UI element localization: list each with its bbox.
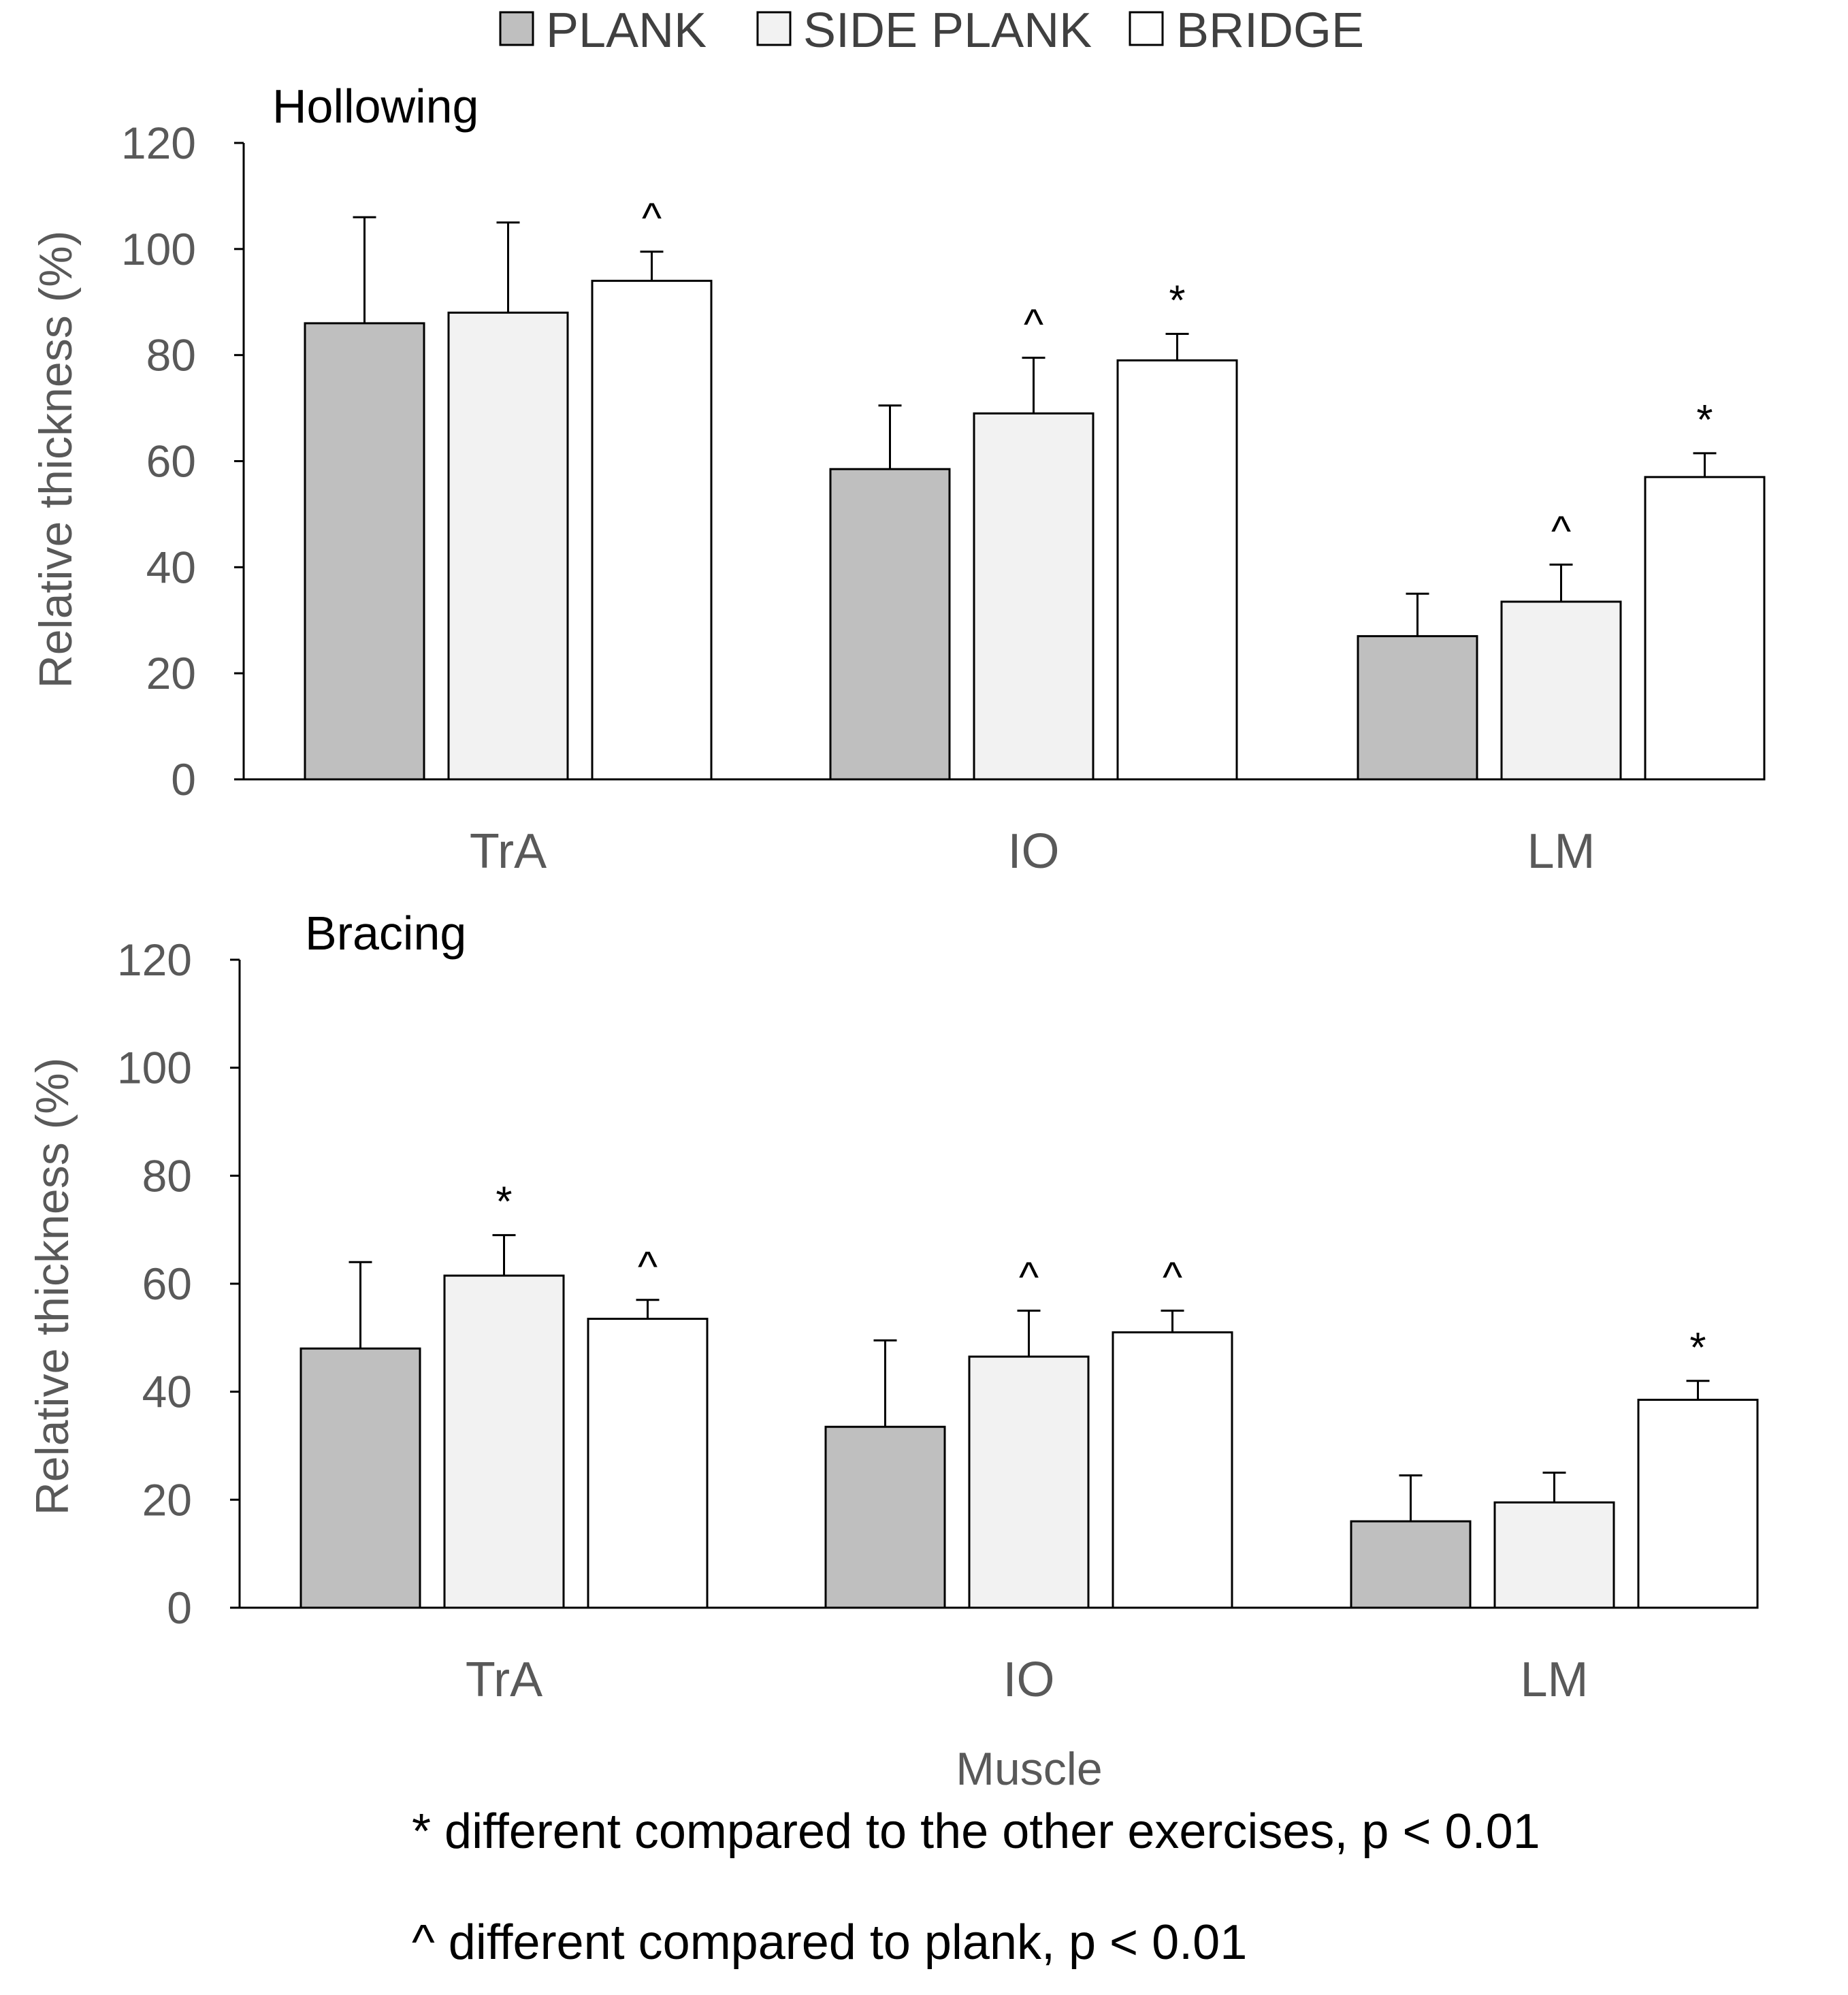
bar-hollowing-tra-bridge [591,280,713,781]
hollowing-panel: Hollowing Relative thickness (%) 0 20 40 60… [30,80,1766,879]
legend: PLANK SIDE PLANK BRIDGE [499,3,1364,58]
y-tick-label-0: 0 [167,1583,192,1633]
bar-bracing-lm-bridge [1637,1399,1759,1609]
bar-bracing-io-plank [824,1425,946,1609]
bar-bracing-tra-bridge [587,1318,709,1609]
x-axis-title: Muscle [956,1743,1102,1795]
y-tick-label-20: 20 [146,648,196,698]
y-tick-label-60: 60 [142,1259,192,1309]
bar-bracing-lm-side-plank [1493,1501,1615,1609]
significance-mark-hollowing-tra-bridge: ^ [642,195,662,242]
significance-mark-bracing-tra-side-plank: * [496,1179,512,1226]
significance-mark-bracing-io-side-plank: ^ [1019,1254,1039,1301]
significance-mark-bracing-lm-bridge: * [1689,1325,1706,1372]
significance-mark-hollowing-io-bridge: * [1169,278,1185,325]
category-label-tra: TrA [470,824,547,879]
y-tick-label-100: 100 [117,1043,192,1093]
category-label-tra: TrA [466,1653,542,1707]
legend-label-side-plank: SIDE PLANK [803,3,1092,58]
legend-item-plank: PLANK [499,3,707,58]
bar-bracing-tra-side-plank [443,1274,565,1609]
x-axis-hollowing: TrA IO LM [244,778,1715,879]
bar-hollowing-tra-side-plank [447,311,569,781]
panel-title-hollowing: Hollowing [272,80,479,133]
y-tick-label-120: 120 [121,118,196,168]
bars-hollowing: ^ ^ ^ * * [304,195,1766,781]
legend-item-bridge: BRIDGE [1129,3,1364,58]
y-axis-bracing: 0 20 40 60 80 100 120 [117,935,241,1633]
bar-bracing-lm-plank [1350,1520,1472,1609]
y-tick-label-40: 40 [146,542,196,592]
y-tick-label-120: 120 [117,935,192,985]
y-tick-label-100: 100 [121,224,196,274]
bars-bracing: * ^ ^ ^ * [299,1179,1759,1609]
y-tick-label-80: 80 [146,330,196,380]
y-tick-label-0: 0 [171,754,196,805]
category-label-lm: LM [1520,1653,1588,1707]
significance-mark-bracing-io-bridge: ^ [1163,1254,1182,1301]
bar-bracing-tra-plank [299,1347,421,1609]
significance-mark-hollowing-lm-side-plank: ^ [1551,508,1571,555]
bar-hollowing-tra-plank [304,322,425,781]
bracing-panel: Bracing Relative thickness (%) 0 20 40 60 80… [27,907,1759,1707]
x-axis-bracing: TrA IO LM [240,1606,1715,1707]
bar-hollowing-io-plank [829,468,951,781]
category-label-io: IO [1007,824,1059,879]
bar-hollowing-lm-bridge [1644,476,1766,781]
category-label-io: IO [1003,1653,1054,1707]
legend-swatch-side-plank [756,11,792,46]
legend-item-side-plank: SIDE PLANK [756,3,1092,58]
footnote-caret: ^ different compared to plank, p < 0.01 [412,1915,1247,1970]
y-axis-title-bracing: Relative thickness (%) [27,1058,78,1516]
legend-label-plank: PLANK [546,3,707,58]
bar-hollowing-lm-plank [1357,635,1478,781]
significance-mark-hollowing-lm-bridge: * [1696,397,1713,444]
footnote-star: * different compared to the other exerci… [412,1804,1540,1859]
bar-bracing-io-bridge [1112,1331,1233,1609]
y-tick-label-40: 40 [142,1367,192,1417]
y-tick-label-20: 20 [142,1474,192,1525]
panel-title-bracing: Bracing [305,907,466,960]
y-axis-hollowing: 0 20 40 60 80 100 120 [121,118,245,805]
legend-label-bridge: BRIDGE [1176,3,1364,58]
y-tick-label-60: 60 [146,436,196,487]
y-axis-title-hollowing: Relative thickness (%) [30,231,82,689]
bar-hollowing-io-bridge [1116,359,1238,781]
y-tick-label-80: 80 [142,1150,192,1201]
bar-hollowing-lm-side-plank [1500,600,1622,781]
bar-hollowing-io-side-plank [973,412,1095,781]
legend-swatch-plank [499,11,534,46]
category-label-lm: LM [1527,824,1595,879]
significance-mark-bracing-tra-bridge: ^ [638,1244,658,1291]
bar-bracing-io-side-plank [968,1355,1090,1609]
legend-swatch-bridge [1129,11,1164,46]
significance-mark-hollowing-io-side-plank: ^ [1024,302,1043,348]
